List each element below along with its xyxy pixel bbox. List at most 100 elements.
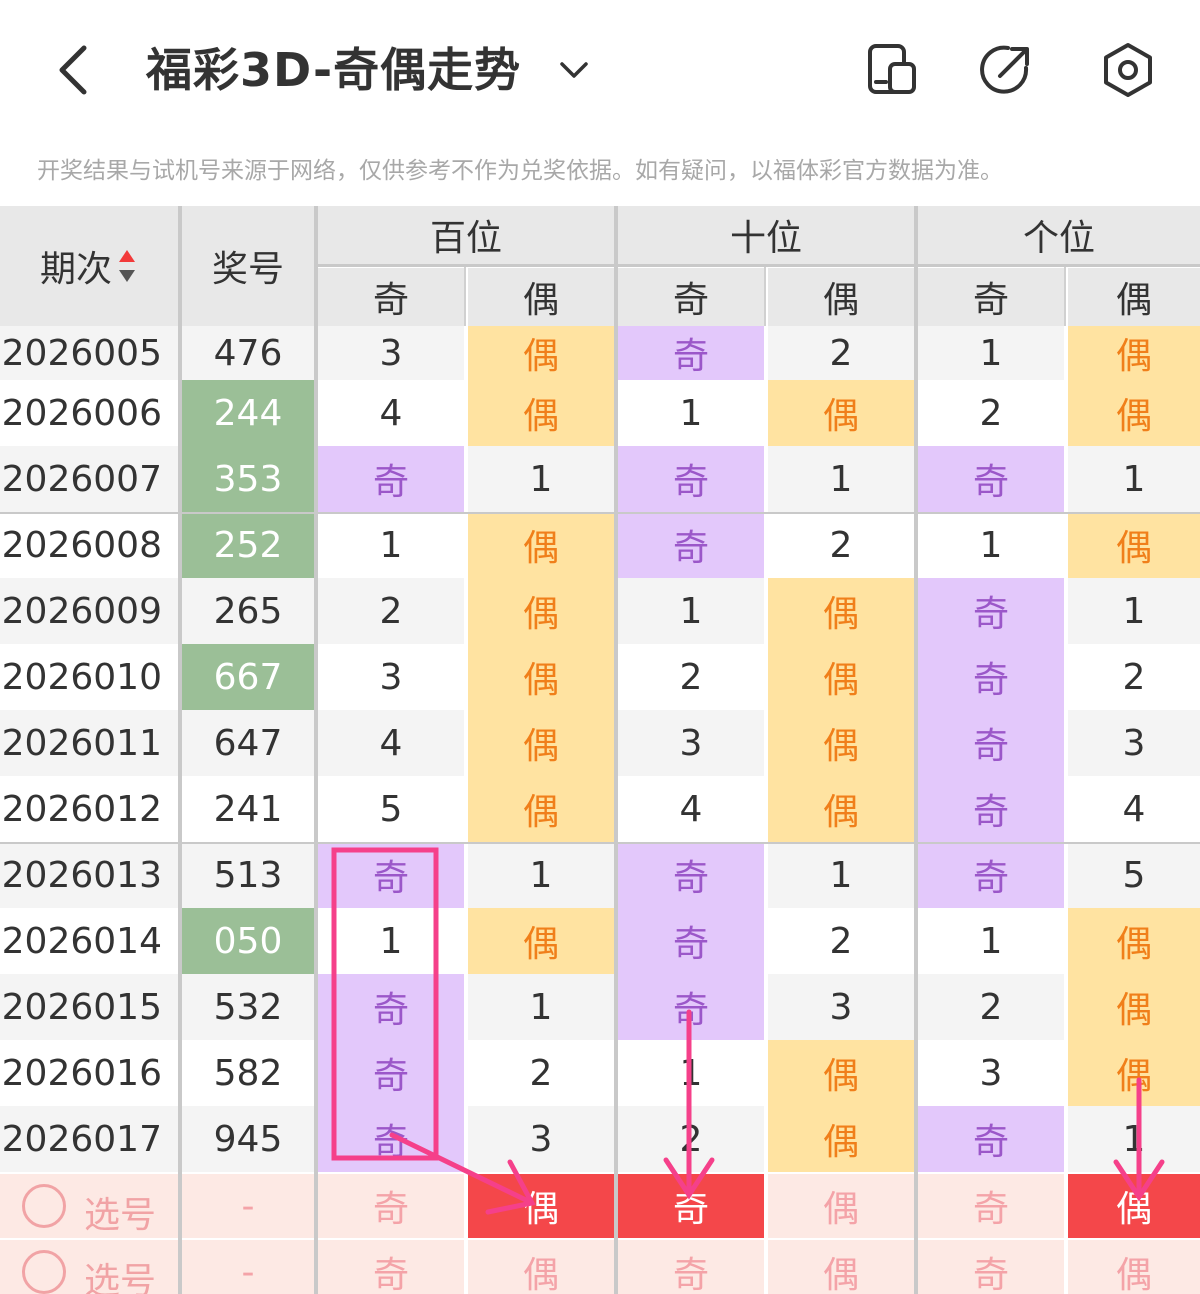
group-row-divider [0, 512, 1200, 514]
period-cell: 2026011 [0, 710, 178, 776]
even-cell: 偶 [768, 578, 914, 644]
sub-header-even: 偶 [1068, 268, 1200, 326]
sub-header-label: 偶 [1115, 280, 1152, 321]
pick-even-button[interactable]: 偶 [468, 1174, 614, 1238]
pick-label: 选号 [84, 1195, 157, 1236]
odd-cell: 4 [318, 710, 464, 776]
odd-cell: 1 [318, 512, 464, 578]
sub-header-label: 偶 [522, 280, 559, 321]
even-cell: 偶 [1068, 512, 1200, 578]
period-cell: 2026017 [0, 1106, 178, 1172]
even-cell: 1 [468, 842, 614, 908]
even-cell: 偶 [468, 380, 614, 446]
odd-cell: 2 [618, 644, 764, 710]
sub-column-divider [764, 264, 766, 326]
period-cell: 2026012 [0, 776, 178, 842]
col-number-header: 奖号 [182, 206, 314, 326]
period-cell: 2026008 [0, 512, 178, 578]
odd-cell: 5 [318, 776, 464, 842]
even-cell: 1 [1068, 1106, 1200, 1172]
sub-header-odd: 奇 [918, 268, 1064, 326]
odd-cell: 奇 [618, 326, 764, 380]
radio-circle-icon[interactable] [22, 1184, 66, 1228]
group-label: 百位 [429, 218, 502, 259]
page-title[interactable]: 福彩3D-奇偶走势 [146, 43, 522, 97]
group-label: 十位 [729, 218, 802, 259]
odd-cell: 3 [918, 1040, 1064, 1106]
sub-header-label: 偶 [822, 280, 859, 321]
even-cell: 偶 [1068, 326, 1200, 380]
pick-even-button[interactable]: 偶 [768, 1174, 914, 1238]
odd-cell: 1 [918, 512, 1064, 578]
share-icon[interactable] [976, 40, 1036, 100]
pick-odd-button[interactable]: 奇 [918, 1174, 1064, 1238]
odd-cell: 3 [618, 710, 764, 776]
number-cell: 647 [182, 710, 314, 776]
pick-odd-button[interactable]: 奇 [318, 1240, 464, 1294]
sub-column-divider [1064, 264, 1066, 326]
odd-cell: 2 [318, 578, 464, 644]
even-cell: 偶 [1068, 974, 1200, 1040]
odd-cell: 2 [918, 974, 1064, 1040]
even-cell: 5 [1068, 842, 1200, 908]
pick-even-button[interactable]: 偶 [1068, 1240, 1200, 1294]
sub-header-even: 偶 [768, 268, 914, 326]
sub-header-odd: 奇 [318, 268, 464, 326]
even-cell: 偶 [468, 512, 614, 578]
back-icon[interactable] [50, 40, 100, 100]
ticket-icon[interactable] [862, 40, 922, 100]
odd-cell: 奇 [318, 1106, 464, 1172]
pick-even-button[interactable]: 偶 [768, 1240, 914, 1294]
pick-number-cell: - [182, 1174, 314, 1238]
column-divider [914, 206, 918, 1294]
app-header: 福彩3D-奇偶走势 [0, 0, 1200, 140]
odd-cell: 1 [618, 578, 764, 644]
sub-column-divider [464, 264, 466, 326]
pick-odd-button[interactable]: 奇 [618, 1174, 764, 1238]
odd-cell: 奇 [618, 842, 764, 908]
number-cell: 244 [182, 380, 314, 446]
odd-cell: 2 [918, 380, 1064, 446]
even-cell: 偶 [1068, 380, 1200, 446]
col-period-header[interactable]: 期次 [0, 206, 178, 326]
sub-header-label: 奇 [972, 280, 1009, 321]
even-cell: 偶 [768, 644, 914, 710]
sort-icon[interactable] [116, 246, 138, 286]
sub-header-even: 偶 [468, 268, 614, 326]
odd-cell: 奇 [618, 908, 764, 974]
even-cell: 偶 [768, 1040, 914, 1106]
period-cell: 2026013 [0, 842, 178, 908]
even-cell: 2 [768, 908, 914, 974]
settings-icon[interactable] [1098, 40, 1158, 100]
chevron-down-icon[interactable] [556, 52, 592, 88]
pick-label-cell[interactable]: 选号 [0, 1174, 178, 1238]
period-cell: 2026005 [0, 326, 178, 380]
pick-odd-button[interactable]: 奇 [618, 1240, 764, 1294]
header-divider [314, 264, 1200, 267]
number-cell: 353 [182, 446, 314, 512]
odd-cell: 3 [318, 644, 464, 710]
pick-odd-button[interactable]: 奇 [918, 1240, 1064, 1294]
odd-cell: 奇 [918, 644, 1064, 710]
even-cell: 1 [1068, 446, 1200, 512]
period-cell: 2026016 [0, 1040, 178, 1106]
even-cell: 偶 [768, 1106, 914, 1172]
even-cell: 偶 [468, 326, 614, 380]
even-cell: 偶 [1068, 1040, 1200, 1106]
group-row-divider [0, 842, 1200, 844]
pick-even-button[interactable]: 偶 [1068, 1174, 1200, 1238]
number-cell: 050 [182, 908, 314, 974]
pick-odd-button[interactable]: 奇 [318, 1174, 464, 1238]
column-divider [178, 206, 182, 1294]
radio-circle-icon[interactable] [22, 1250, 66, 1294]
odd-cell: 1 [918, 908, 1064, 974]
odd-cell: 1 [618, 380, 764, 446]
even-cell: 1 [468, 974, 614, 1040]
even-cell: 1 [768, 446, 914, 512]
odd-cell: 奇 [318, 842, 464, 908]
trend-table: 期次 奖号 百位 奇 偶 十位 奇 偶 个位 奇 偶 2026005 476 3 偶奇… [0, 206, 1200, 1294]
pick-even-button[interactable]: 偶 [468, 1240, 614, 1294]
even-cell: 偶 [468, 644, 614, 710]
even-cell: 2 [468, 1040, 614, 1106]
pick-label-cell[interactable]: 选号 [0, 1240, 178, 1294]
